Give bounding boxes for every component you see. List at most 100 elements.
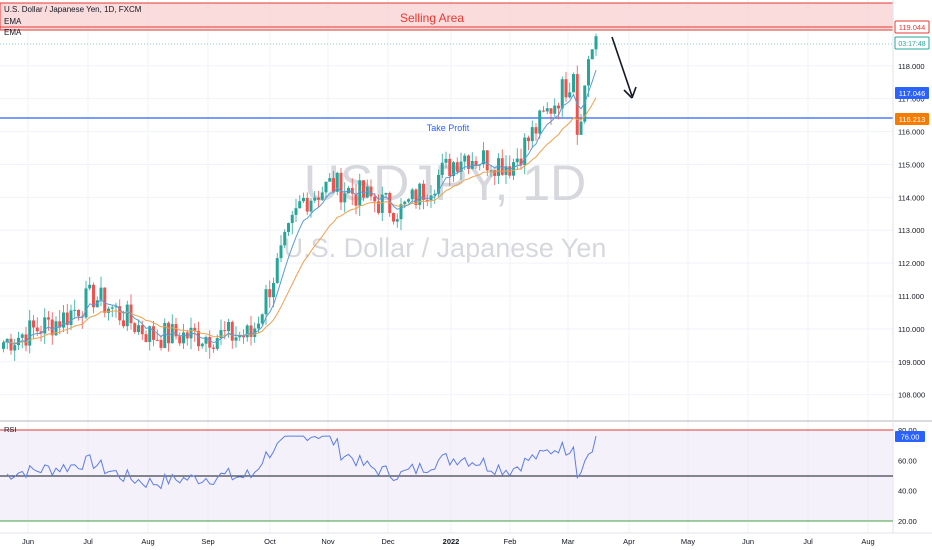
- candle-body: [523, 137, 527, 166]
- candle-body: [170, 324, 174, 344]
- candle-body: [163, 322, 167, 348]
- candle-body: [362, 180, 365, 198]
- time-tick-label: May: [681, 537, 695, 546]
- candle-body: [467, 155, 470, 169]
- time-tick-label: Apr: [623, 537, 635, 546]
- candle-body: [425, 199, 429, 201]
- ema-fast-line: [3, 69, 597, 345]
- rsi-value-badge: 76.00: [895, 431, 925, 442]
- candle-body: [320, 192, 324, 200]
- candle-body: [294, 208, 298, 215]
- time-tick-label: Aug: [861, 537, 874, 546]
- candle-body: [515, 158, 519, 163]
- candle-body: [298, 201, 302, 209]
- time-tick-label: Nov: [321, 537, 335, 546]
- price-tick-label: 116.000: [898, 128, 925, 137]
- candle-body: [275, 258, 279, 283]
- candle-body: [20, 334, 24, 338]
- candle-body: [99, 287, 103, 301]
- candle-body: [305, 197, 309, 212]
- rsi-tick-label: 60.00: [898, 456, 917, 465]
- candle-body: [463, 155, 467, 162]
- candle-body: [125, 304, 129, 327]
- candle-body: [534, 127, 538, 134]
- price-tick-label: 115.000: [898, 160, 925, 169]
- candle-body: [62, 312, 65, 328]
- rsi-axis[interactable]: 20.00 40.00 60.00 80.00: [898, 426, 917, 526]
- candle-body: [219, 330, 223, 339]
- candle-body: [204, 336, 208, 344]
- candle-body: [470, 160, 474, 169]
- ema-legend-2[interactable]: EMA: [4, 28, 22, 37]
- candle-body: [223, 330, 227, 332]
- candle-body: [182, 332, 185, 344]
- candle-body: [189, 327, 193, 339]
- candle-body: [459, 161, 463, 172]
- candle-body: [9, 338, 13, 351]
- candle-body: [542, 110, 545, 112]
- candle-body: [212, 347, 215, 349]
- candle-body: [594, 36, 598, 50]
- candle-body: [403, 201, 407, 205]
- candle-body: [227, 322, 230, 332]
- candle-body: [144, 334, 148, 342]
- candle-body: [39, 331, 43, 334]
- candle-body: [47, 317, 50, 320]
- candle-body: [69, 310, 73, 326]
- time-tick-label: Jul: [83, 537, 93, 546]
- candle-body: [553, 105, 557, 114]
- candle-body: [452, 162, 455, 177]
- candle-body: [328, 178, 332, 182]
- candle-body: [148, 326, 152, 342]
- candle-body: [268, 289, 272, 298]
- candle-body: [17, 337, 20, 346]
- candle-body: [110, 307, 114, 309]
- time-tick-label: Dec: [381, 537, 395, 546]
- candle-body: [35, 327, 39, 332]
- svg-text:116.213: 116.213: [899, 115, 926, 124]
- candle-body: [245, 325, 249, 338]
- ema-legend-1[interactable]: EMA: [4, 17, 22, 26]
- ema-value-badge: 117.046: [895, 87, 929, 99]
- candle-body: [103, 287, 107, 313]
- price-tick-label: 108.000: [898, 391, 925, 400]
- time-axis[interactable]: Jun Jul Aug Sep Oct Nov Dec 2022 Feb Mar Apr May Jun…: [22, 537, 875, 546]
- candle-body: [58, 321, 62, 328]
- candle-body: [287, 223, 290, 232]
- svg-text:117.046: 117.046: [899, 89, 926, 98]
- candle-body: [422, 183, 425, 200]
- rsi-tick-label: 20.00: [898, 517, 917, 526]
- selling-top-badge: 119.044: [894, 20, 930, 34]
- rsi-tick-label: 40.00: [898, 487, 917, 496]
- candle-body: [365, 186, 369, 198]
- candle-body: [579, 121, 583, 135]
- candle-body: [107, 308, 110, 313]
- candle-body: [444, 158, 448, 163]
- candle-body: [418, 183, 422, 205]
- rsi-line: [6, 435, 597, 490]
- candle-body: [474, 160, 478, 166]
- rsi-tick-label: 80.00: [898, 426, 917, 435]
- countdown-badge: 03:17:48: [894, 36, 930, 50]
- candle-body: [519, 158, 523, 166]
- candle-body: [118, 306, 122, 321]
- candle-body: [50, 319, 54, 336]
- candle-body: [290, 214, 294, 224]
- selling-area-zone[interactable]: [0, 2, 894, 31]
- watermark-name: U.S. Dollar / Japanese Yen: [284, 233, 607, 263]
- candle-body: [185, 332, 189, 339]
- candle-body: [527, 137, 530, 142]
- ema-slow-line: [3, 97, 597, 344]
- candle-body: [249, 325, 253, 337]
- candle-body: [200, 343, 204, 347]
- candle-body: [354, 193, 358, 206]
- time-tick-label: Jun: [22, 537, 34, 546]
- price-tick-label: 117.000: [898, 95, 925, 104]
- candle-body: [264, 289, 268, 315]
- candle-body: [500, 158, 504, 175]
- price-axis[interactable]: 108.000 109.000 110.000 111.000 112.000 113.0…: [898, 62, 925, 400]
- svg-text:76.00: 76.00: [901, 433, 920, 442]
- candle-body: [155, 339, 159, 341]
- candle-body: [380, 194, 384, 213]
